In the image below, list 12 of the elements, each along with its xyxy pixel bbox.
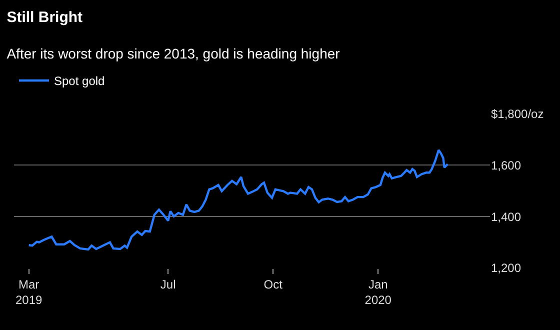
x-tick-label: Jan 2020 xyxy=(364,277,392,307)
x-tick-label: Oct xyxy=(264,277,284,292)
x-tick-label: Mar 2019 xyxy=(15,277,43,307)
legend-label: Spot gold xyxy=(54,74,105,88)
y-tick-label: 1,600 xyxy=(491,158,522,172)
line-series xyxy=(28,148,449,251)
y-tick-label: $1,800/oz xyxy=(491,107,544,121)
chart-title: Still Bright xyxy=(6,9,83,26)
y-tick-label: 1,200 xyxy=(491,261,522,276)
chart-subtitle: After its worst drop since 2013, gold is heading higher xyxy=(6,45,340,62)
y-tick-label: 1,400 xyxy=(491,210,522,224)
x-tick-label: Jul xyxy=(160,277,176,292)
